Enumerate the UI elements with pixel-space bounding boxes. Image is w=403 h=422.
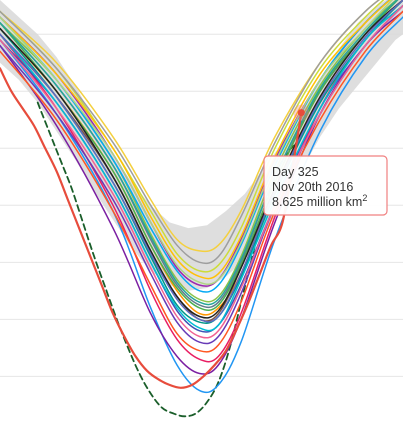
- tooltip-box: [263, 155, 388, 216]
- tooltip: Day 325 Nov 20th 2016 8.625 million km2: [263, 155, 388, 216]
- tooltip-value: 8.625 million km2: [272, 193, 367, 209]
- year-series-line: [0, 10, 403, 353]
- highlighted-series-line: [0, 67, 303, 389]
- record-low-series-line: [36, 101, 299, 418]
- historic-range-band: [0, 0, 403, 291]
- tooltip-value-number: 8.625 million km: [272, 195, 362, 209]
- historic-band-area: [0, 0, 403, 291]
- year-series-line: [0, 0, 380, 265]
- year-series-line: [0, 0, 391, 280]
- year-series-line: [0, 4, 403, 339]
- year-series-line: [0, 16, 403, 394]
- year-series-line: [0, 4, 403, 332]
- tooltip-value-superscript: 2: [362, 193, 367, 203]
- tooltip-day: Day 325: [272, 165, 319, 179]
- year-series-line: [0, 0, 399, 311]
- year-series-line: [0, 0, 394, 286]
- year-series-line: [0, 0, 403, 319]
- tooltip-date: Nov 20th 2016: [272, 180, 353, 194]
- hover-marker[interactable]: [293, 104, 310, 121]
- year-series-line: [0, 0, 403, 323]
- highlighted-series: [0, 67, 303, 389]
- hover-marker-point[interactable]: [297, 109, 305, 117]
- year-series-line: [0, 0, 399, 306]
